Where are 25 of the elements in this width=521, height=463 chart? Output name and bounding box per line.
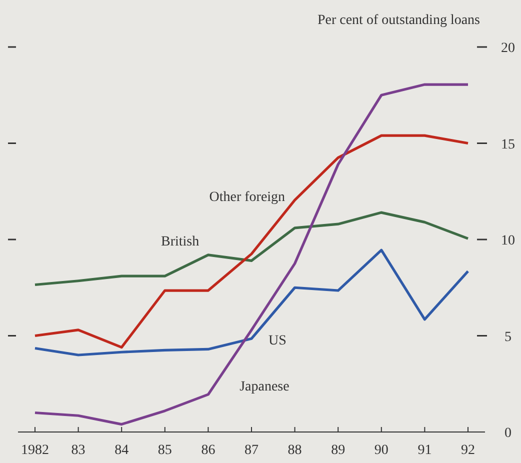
series-label: Japanese [240, 380, 290, 395]
series-label: Other foreign [209, 190, 286, 205]
x-tick-label: 88 [288, 443, 302, 458]
line-series [34, 134, 470, 349]
x-tick-label: 84 [114, 443, 129, 458]
x-tick-label: 86 [201, 443, 216, 458]
y-tick-label: 0 [504, 426, 512, 441]
x-tick-label: 91 [418, 443, 432, 458]
x-tick-label: 1982 [21, 443, 49, 458]
y-axis-title: Per cent of outstanding loans [317, 13, 480, 28]
y-tick-label: 10 [501, 234, 515, 248]
series-label: US [268, 333, 286, 348]
line-series [34, 211, 470, 286]
x-tick-label: 83 [71, 443, 86, 458]
x-tick-label: 92 [461, 443, 475, 458]
x-tick-label: 89 [331, 443, 346, 458]
x-tick-label: 87 [244, 443, 258, 458]
y-tick-label: 15 [501, 137, 515, 152]
y-tick-label: 20 [501, 41, 515, 56]
x-tick-label: 85 [158, 443, 172, 458]
line-series [34, 248, 470, 356]
line-series [34, 83, 470, 426]
series-label: British [160, 234, 200, 250]
x-tick-label: 90 [374, 443, 388, 458]
y-tick-label: 5 [504, 330, 512, 345]
